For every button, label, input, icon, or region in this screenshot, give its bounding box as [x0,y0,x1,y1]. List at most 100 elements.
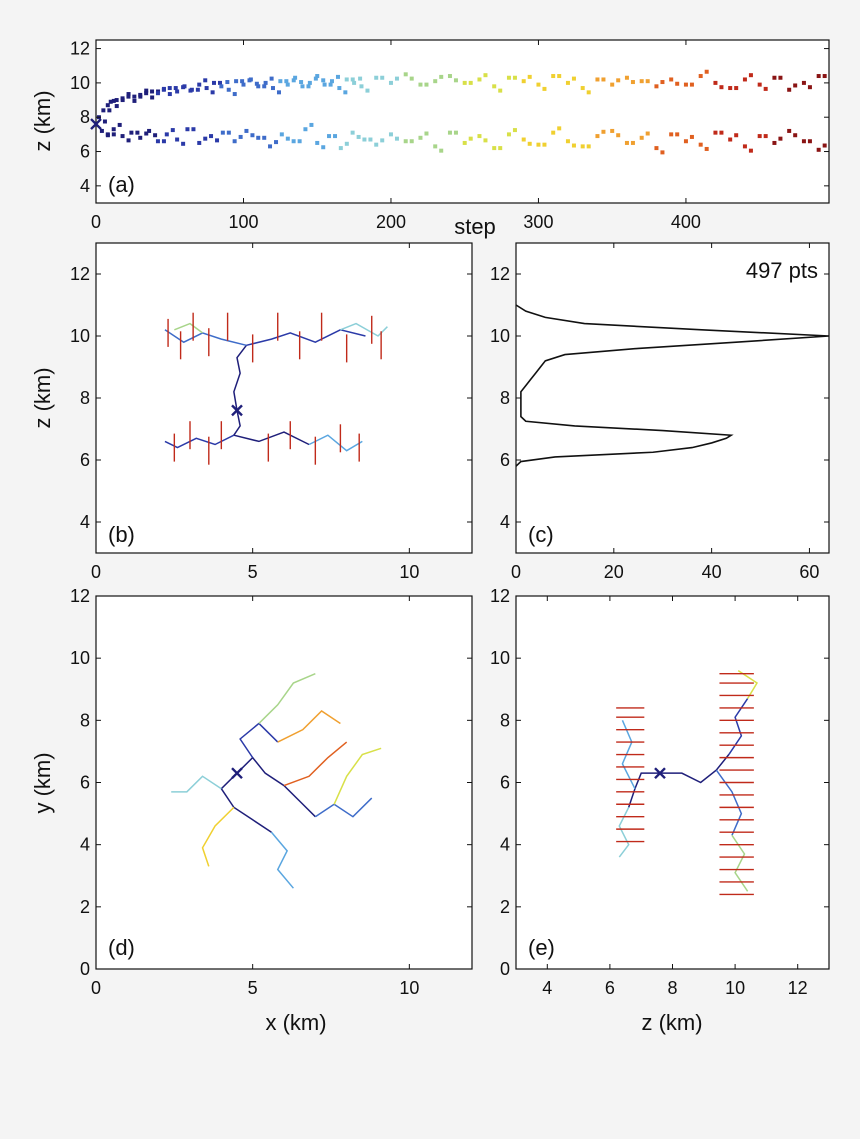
data-point [173,86,178,91]
start-marker [231,404,243,417]
y-tick-label: 6 [500,450,510,470]
data-point [719,130,724,135]
data-point [394,76,399,81]
data-point [185,127,190,132]
data-point [660,150,665,155]
data-point [276,90,281,95]
data-point [654,84,659,89]
data-point [352,80,357,85]
data-point [126,138,131,143]
data-point [512,75,517,80]
data-point [424,82,429,87]
data-point [102,119,107,124]
data-point [285,82,290,87]
axes-a: 0 100 200 300 400 4 6 8 10 12 [70,39,829,232]
data-point [536,142,541,147]
data-point [595,134,600,139]
data-point [380,138,385,143]
plot-frame-e [515,595,830,970]
data-point [521,79,526,84]
panel-label-d: (d) [108,935,135,960]
axes-c: 0 20 40 60 4 6 8 10 12 [490,243,829,582]
data-point [698,142,703,147]
data-point [321,78,326,83]
data-point [232,92,237,97]
data-point [197,82,202,87]
x-tick-label: 400 [671,212,701,232]
data-point [616,78,621,83]
data-point [240,79,245,84]
data-point [307,80,312,85]
data-point [368,137,373,142]
y-tick-label: 10 [70,648,90,668]
y-tick-label: 10 [490,326,510,346]
data-point [512,128,517,133]
data-point [506,132,511,137]
data-point [300,84,305,89]
data-point [424,131,429,136]
data-point [748,73,753,78]
axes-b: 0 5 10 4 6 8 10 12 [70,243,472,582]
data-point [306,84,311,89]
data-point [321,145,326,150]
data-point [232,139,237,144]
x-tick-label: 40 [702,562,722,582]
data-point [350,130,355,135]
data-point [748,148,753,153]
data-point [822,143,827,148]
data-point [111,132,116,137]
data-point [542,86,547,91]
panel-label-a: (a) [108,172,135,197]
data-point [374,75,379,80]
data-point [763,134,768,139]
data-point [195,87,200,92]
data-point [388,80,393,85]
data-point [551,130,556,135]
data-point [299,80,304,85]
data-point [542,142,547,147]
data-point [403,139,408,144]
y-axis-label-a: z (km) [30,90,55,151]
data-point [683,139,688,144]
data-point [734,86,739,91]
data-point [742,144,747,149]
start-marker [90,118,102,130]
data-point [144,91,149,96]
data-point [181,141,186,146]
data-point [144,131,149,136]
axes-d: 0 5 10 0 2 4 6 8 10 12 [70,586,472,998]
data-point [433,79,438,84]
x-tick-label: 10 [725,978,745,998]
data-point [675,132,680,137]
data-point [322,82,327,87]
data-point [284,79,289,84]
x-axis-label-d: x (km) [265,1010,326,1035]
y-tick-label: 6 [80,773,90,793]
data-point [801,80,806,85]
x-tick-label: 10 [399,978,419,998]
y-tick-label: 12 [490,586,510,606]
x-tick-label: 5 [248,562,258,582]
data-point [101,108,106,113]
data-point [669,132,674,137]
data-point [506,75,511,80]
tree-branch [233,344,247,411]
data-point [126,94,131,99]
data-point [763,86,768,91]
tree-branch [277,710,341,743]
data-point [822,74,827,79]
data-point [135,130,140,135]
data-point [630,80,635,85]
data-point [337,86,342,91]
data-point [610,128,615,133]
data-point [182,84,187,89]
data-point [453,78,458,83]
y-tick-label: 2 [80,897,90,917]
data-point [269,76,274,81]
data-point [225,80,230,85]
data-point [403,72,408,77]
data-point [778,136,783,141]
data-point [164,132,169,137]
data-point [645,131,650,136]
x-axis-label-a: step [454,214,496,239]
